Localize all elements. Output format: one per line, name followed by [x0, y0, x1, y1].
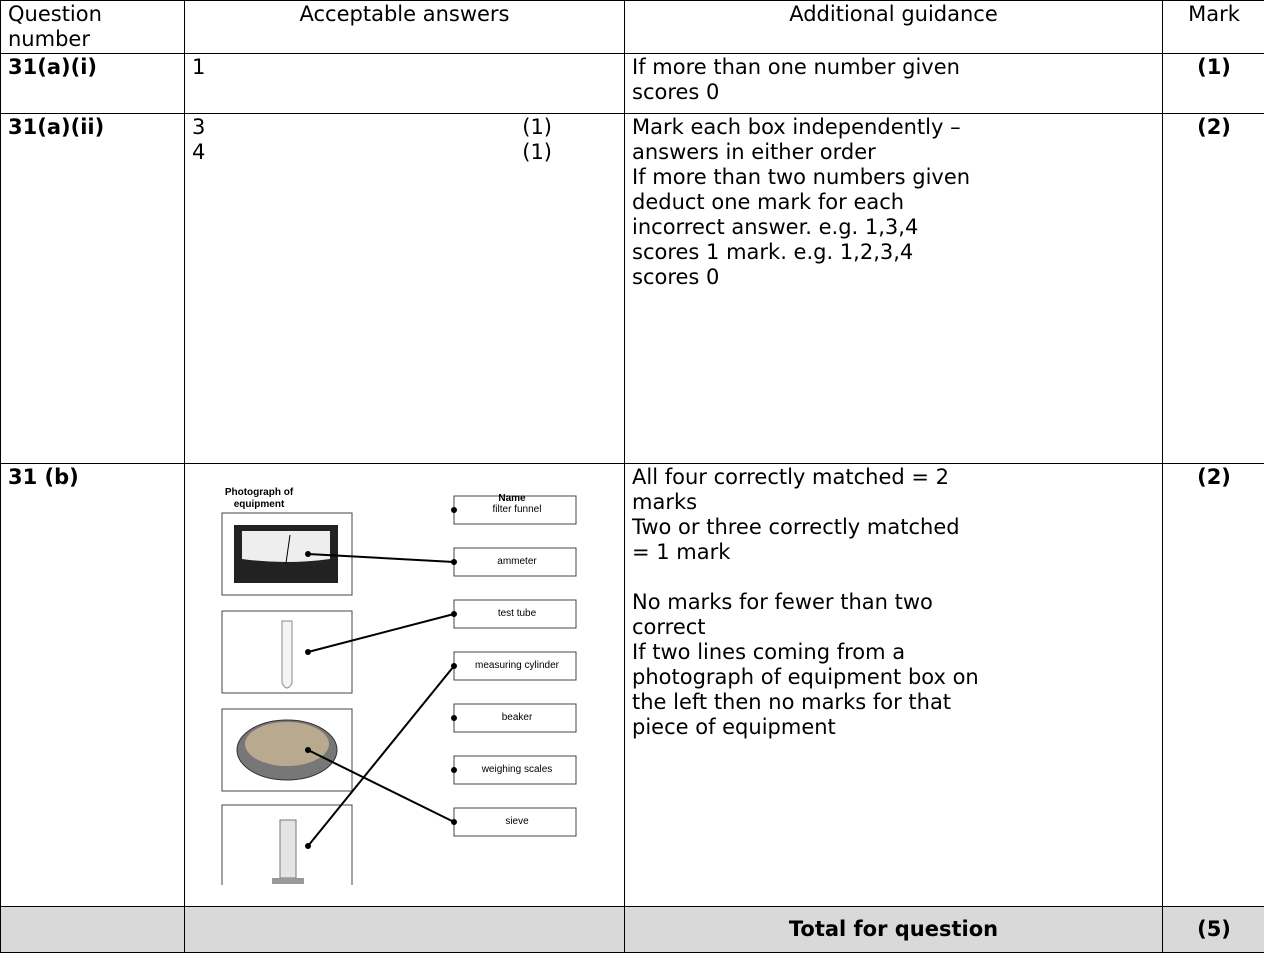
guidance-line: the left then no marks for that — [632, 690, 1155, 715]
answer: 3 (1) — [192, 115, 552, 140]
empty-cell — [1, 907, 185, 953]
total-mark: (5) — [1163, 907, 1264, 953]
mark: (1) — [1163, 54, 1264, 114]
name-label: ammeter — [458, 556, 576, 568]
guidance-line: If two lines coming from a — [632, 640, 1155, 665]
guidance-line: Two or three correctly matched — [632, 515, 1155, 540]
connector-dot — [451, 715, 457, 721]
answer-mark: (1) — [522, 140, 552, 165]
total-label: Total for question — [625, 907, 1163, 953]
guidance-cell: Mark each box independently –answers in … — [625, 114, 1163, 464]
sieve-mesh — [245, 722, 329, 766]
row: 31(a)(ii) 3 (1) 4 (1) Mark each box independe… — [1, 114, 1264, 464]
name-label: beaker — [458, 712, 576, 724]
photo-heading: Photograph of equipment — [214, 487, 304, 511]
header-row: Question number Acceptable answers Addit… — [1, 1, 1264, 54]
guidance-line: No marks for fewer than two — [632, 590, 1155, 615]
guidance-line: scores 0 — [632, 265, 1155, 290]
guidance-line: Mark each box independently – — [632, 115, 1155, 140]
answers-cell: 3 (1) 4 (1) — [185, 114, 625, 464]
guidance-line: piece of equipment — [632, 715, 1155, 740]
name-label: filter funnel — [458, 504, 576, 516]
cylinder-base — [272, 878, 304, 884]
guidance-line: All four correctly matched = 2 — [632, 465, 1155, 490]
header-cell: Acceptable answers — [185, 1, 625, 54]
guidance-line: = 1 mark — [632, 540, 1155, 565]
answer-text: 1 — [192, 55, 205, 80]
empty-cell — [185, 907, 625, 953]
answer: 1 — [192, 55, 552, 80]
header-cell: Question number — [1, 1, 185, 54]
question-number: 31(a)(i) — [1, 54, 185, 114]
guidance-line: If more than one number given — [632, 55, 1155, 80]
answer: 4 (1) — [192, 140, 552, 165]
cylinder-photo — [280, 820, 296, 878]
guidance-line: scores 1 mark. e.g. 1,2,3,4 — [632, 240, 1155, 265]
guidance-line: incorrect answer. e.g. 1,3,4 — [632, 215, 1155, 240]
name-label: weighing scales — [458, 764, 576, 776]
connector-dot — [451, 767, 457, 773]
guidance-line: correct — [632, 615, 1155, 640]
guidance-line: deduct one mark for each — [632, 190, 1155, 215]
answer-text: 4 — [192, 140, 205, 165]
guidance-line: scores 0 — [632, 80, 1155, 105]
question-number: 31(a)(ii) — [1, 114, 185, 464]
name-label: sieve — [458, 816, 576, 828]
answer-text: 3 — [192, 115, 205, 140]
question-number: 31 (b) — [1, 464, 185, 907]
header-cell: Mark — [1163, 1, 1264, 54]
mark: (2) — [1163, 114, 1264, 464]
ammeter-dial — [242, 531, 330, 562]
test-tube-photo — [282, 621, 292, 688]
guidance-line: photograph of equipment box on — [632, 665, 1155, 690]
guidance-line: answers in either order — [632, 140, 1155, 165]
mark: (2) — [1163, 464, 1264, 907]
answers-cell: 1 — [185, 54, 625, 114]
total-row: Total for question(5) — [1, 907, 1264, 953]
name-label: measuring cylinder — [458, 660, 576, 672]
connector-dot — [451, 507, 457, 513]
name-label: test tube — [458, 608, 576, 620]
header-cell: Additional guidance — [625, 1, 1163, 54]
guidance-line: marks — [632, 490, 1155, 515]
guidance-line: If more than two numbers given — [632, 165, 1155, 190]
answer-mark: (1) — [522, 115, 552, 140]
